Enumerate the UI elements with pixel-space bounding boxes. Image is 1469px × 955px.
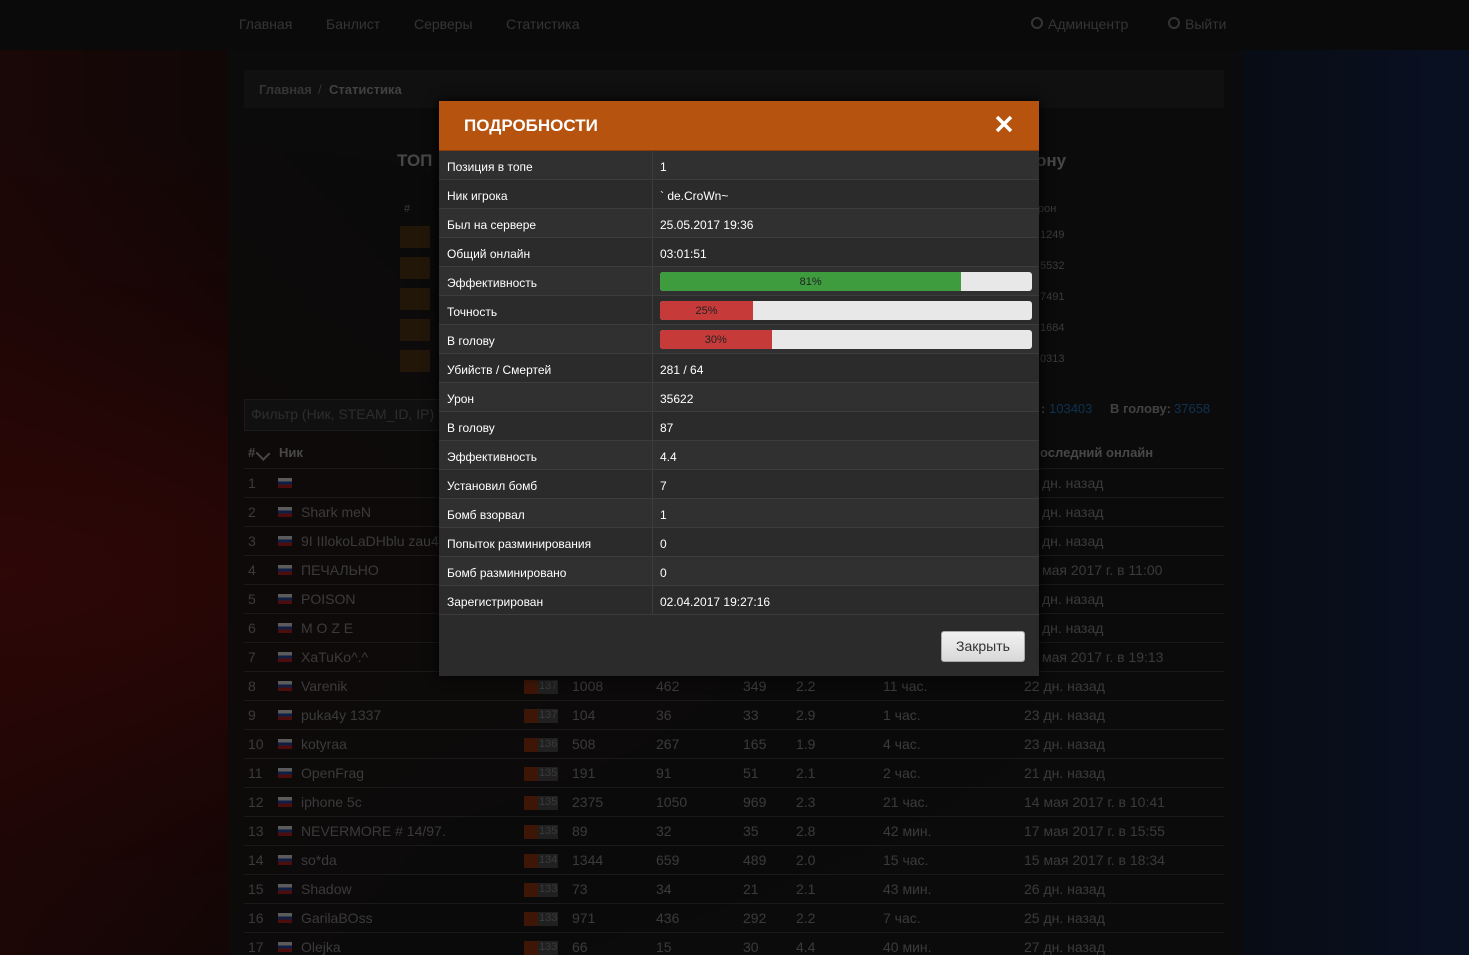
detail-value: 25.05.2017 19:36 — [660, 218, 754, 232]
detail-label: В голову — [447, 334, 495, 348]
detail-label: Бомб взорвал — [447, 508, 525, 522]
modal-title: ПОДРОБНОСТИ — [464, 116, 598, 135]
detail-label: Эффективность — [447, 276, 538, 290]
detail-label: Зарегистрирован — [447, 595, 544, 609]
column-divider — [652, 470, 653, 498]
progress-bar: 25% — [660, 301, 1032, 320]
progress-bar: 81% — [660, 272, 1032, 291]
detail-label: Попыток разминирования — [447, 537, 592, 551]
detail-row: Ник игрока ` de.CroWn~ — [439, 180, 1039, 209]
column-divider — [652, 267, 653, 295]
detail-value: 1 — [660, 160, 667, 174]
progress-label: 81% — [799, 276, 822, 288]
detail-value: 1 — [660, 508, 667, 522]
detail-row: Позиция в топе 1 — [439, 151, 1039, 180]
column-divider — [652, 296, 653, 324]
detail-row: Эффективность 81% — [439, 267, 1039, 296]
column-divider — [652, 151, 653, 179]
detail-label: Установил бомб — [447, 479, 538, 493]
detail-label: Эффективность — [447, 450, 538, 464]
column-divider — [652, 238, 653, 266]
progress-label: 25% — [695, 305, 718, 317]
detail-row: Был на сервере 25.05.2017 19:36 — [439, 209, 1039, 238]
detail-value: ` de.CroWn~ — [660, 189, 729, 203]
detail-label: Был на сервере — [447, 218, 537, 232]
detail-label: Общий онлайн — [447, 247, 531, 261]
detail-row: В голову 30% — [439, 325, 1039, 354]
detail-value: 281 / 64 — [660, 363, 704, 377]
close-icon[interactable] — [995, 115, 1013, 133]
progress-fill — [660, 301, 753, 320]
detail-row: В голову 87 — [439, 412, 1039, 441]
column-divider — [652, 180, 653, 208]
detail-value: 4.4 — [660, 450, 677, 464]
detail-value: 87 — [660, 421, 674, 435]
detail-row: Точность 25% — [439, 296, 1039, 325]
column-divider — [652, 499, 653, 527]
detail-row: Убийств / Смертей 281 / 64 — [439, 354, 1039, 383]
column-divider — [652, 586, 653, 614]
detail-value: 7 — [660, 479, 667, 493]
progress-fill — [660, 330, 772, 349]
detail-row: Установил бомб 7 — [439, 470, 1039, 499]
column-divider — [652, 354, 653, 382]
modal-header: ПОДРОБНОСТИ — [439, 101, 1039, 152]
column-divider — [652, 209, 653, 237]
detail-row: Попыток разминирования 0 — [439, 528, 1039, 557]
detail-row: Бомб разминировано 0 — [439, 557, 1039, 586]
column-divider — [652, 441, 653, 469]
column-divider — [652, 528, 653, 556]
detail-row: Общий онлайн 03:01:51 — [439, 238, 1039, 267]
detail-row: Зарегистрирован 02.04.2017 19:27:16 — [439, 586, 1039, 615]
close-button[interactable]: Закрыть — [941, 631, 1025, 662]
column-divider — [652, 557, 653, 585]
progress-fill — [660, 272, 962, 291]
column-divider — [652, 412, 653, 440]
detail-label: В голову — [447, 421, 495, 435]
column-divider — [652, 383, 653, 411]
detail-value: 0 — [660, 566, 667, 580]
detail-value: 03:01:51 — [660, 247, 707, 261]
modal: ПОДРОБНОСТИ Позиция в топе 1 Ник игрока ` d… — [439, 101, 1039, 676]
detail-label: Урон — [447, 392, 475, 406]
detail-value: 02.04.2017 19:27:16 — [660, 595, 771, 609]
detail-value: 0 — [660, 537, 667, 551]
detail-label: Бомб разминировано — [447, 566, 567, 580]
detail-value: 35622 — [660, 392, 694, 406]
detail-label: Позиция в топе — [447, 160, 533, 174]
detail-label: Точность — [447, 305, 498, 319]
detail-label: Ник игрока — [447, 189, 508, 203]
detail-row: Урон 35622 — [439, 383, 1039, 412]
progress-label: 30% — [704, 334, 727, 346]
column-divider — [652, 325, 653, 353]
detail-row: Эффективность 4.4 — [439, 441, 1039, 470]
detail-label: Убийств / Смертей — [447, 363, 552, 377]
detail-row: Бомб взорвал 1 — [439, 499, 1039, 528]
progress-bar: 30% — [660, 330, 1032, 349]
